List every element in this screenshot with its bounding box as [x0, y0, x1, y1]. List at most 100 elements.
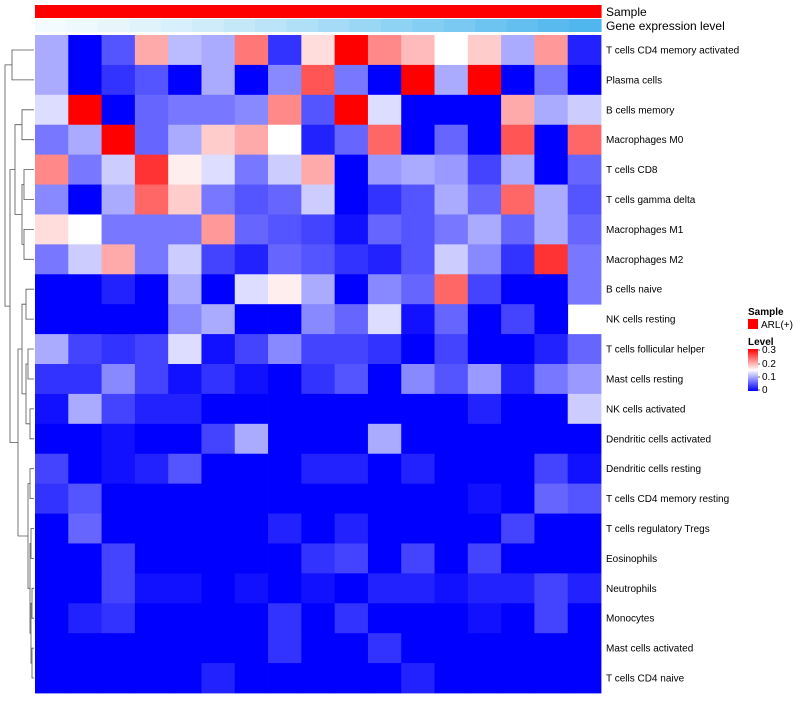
heatmap-cell	[501, 364, 535, 395]
heatmap-cell	[534, 154, 569, 185]
heatmap-cell	[567, 214, 602, 245]
heatmap-cell	[367, 573, 402, 604]
row-labels: T cells CD4 memory activated Plasma cells…	[606, 45, 739, 684]
dendrogram-branch	[31, 647, 34, 679]
heatmap-cell	[168, 513, 202, 544]
heatmap-cell	[101, 274, 136, 305]
heatmap-cell	[501, 184, 535, 215]
heatmap-cell	[534, 214, 569, 245]
heatmap-cell	[501, 244, 535, 275]
legend-level-tick-label: 0.2	[762, 359, 776, 370]
annotation-cell	[412, 19, 445, 32]
annotation-cell	[192, 19, 225, 32]
heatmap-cell	[68, 214, 102, 245]
heatmap-cell	[334, 364, 369, 395]
heatmap-cell	[567, 393, 602, 425]
row-label: T cells CD4 memory resting	[606, 494, 729, 505]
annotation-cell	[129, 5, 162, 18]
annotation-cell	[538, 5, 571, 18]
heatmap-cell	[467, 393, 502, 425]
heatmap-cell	[268, 124, 302, 156]
heatmap-cell	[301, 274, 336, 305]
heatmap-cell	[234, 64, 269, 96]
heatmap-cell	[434, 274, 469, 305]
heatmap-cell	[35, 274, 69, 305]
heatmap-cell	[234, 364, 269, 395]
heatmap-cell	[567, 663, 602, 694]
heatmap-cell	[567, 184, 602, 215]
legend-level-tick-label: 0.3	[762, 345, 776, 356]
heatmap-cell	[401, 154, 435, 185]
heatmap-cell	[68, 154, 102, 185]
heatmap-cell	[501, 304, 535, 335]
heatmap-cell	[168, 633, 202, 664]
annotation-tracks	[35, 5, 602, 32]
heatmap-cell	[268, 214, 302, 245]
heatmap-cell	[201, 304, 236, 335]
annotation-cell	[35, 19, 68, 32]
heatmap-cell	[201, 603, 236, 634]
heatmap-cell	[134, 124, 169, 156]
heatmap-cell	[301, 423, 336, 455]
heatmap-cell	[234, 603, 269, 634]
heatmap-cell	[301, 603, 336, 634]
heatmap-cell	[334, 633, 369, 664]
heatmap-cell	[35, 364, 69, 395]
heatmap-cell	[168, 35, 202, 66]
heatmap-cell	[68, 274, 102, 305]
heatmap-cell	[534, 543, 569, 574]
heatmap-cell	[101, 124, 136, 156]
heatmap-cell	[501, 154, 535, 185]
heatmap-cell	[334, 154, 369, 185]
heatmap-cell	[35, 513, 69, 544]
legend-level-title: Level	[748, 337, 774, 348]
heatmap-cell	[334, 64, 369, 96]
heatmap-cell	[567, 274, 602, 305]
heatmap-cell	[268, 453, 302, 485]
heatmap-cell	[134, 94, 169, 126]
heatmap-cell	[334, 274, 369, 305]
heatmap-cell	[301, 334, 336, 365]
heatmap-cell	[101, 633, 136, 664]
heatmap-cell	[434, 393, 469, 425]
heatmap-cell	[268, 573, 302, 604]
heatmap-cell	[134, 393, 169, 425]
heatmap-cell	[35, 35, 69, 66]
heatmap-cell	[268, 663, 302, 694]
annotation-track-label: Sample	[606, 5, 647, 19]
row-label: Mast cells resting	[606, 374, 683, 385]
heatmap-cell	[301, 154, 336, 185]
annotation-cell	[443, 19, 476, 32]
heatmap-cell	[134, 154, 169, 185]
heatmap-cell	[401, 64, 435, 96]
row-label: T cells regulatory Tregs	[606, 524, 710, 535]
row-label: Neutrophils	[606, 584, 657, 595]
heatmap-cell	[68, 573, 102, 604]
heatmap-cell	[367, 64, 402, 96]
heatmap-cell	[201, 94, 236, 126]
annotation-cell	[223, 19, 256, 32]
heatmap-cell	[501, 64, 535, 96]
heatmap-cell	[134, 274, 169, 305]
heatmap-cell	[134, 603, 169, 634]
heatmap-cell	[234, 483, 269, 514]
heatmap-cell	[367, 543, 402, 574]
heatmap-cell	[501, 543, 535, 574]
heatmap-cell	[134, 304, 169, 335]
heatmap-cell	[467, 274, 502, 305]
heatmap-cell	[501, 453, 535, 485]
heatmap-cell	[68, 124, 102, 156]
heatmap-cell	[68, 184, 102, 215]
dendrogram-branch	[9, 169, 18, 443]
heatmap-cell	[101, 423, 136, 455]
heatmap-cell	[268, 423, 302, 455]
heatmap-cell	[367, 633, 402, 664]
heatmap-cell	[101, 364, 136, 395]
heatmap-cell	[35, 334, 69, 365]
heatmap-cell	[301, 304, 336, 335]
heatmap-cell	[401, 483, 435, 514]
heatmap-cell	[201, 483, 236, 514]
annotation-cell	[380, 5, 413, 18]
heatmap-cell	[101, 35, 136, 66]
heatmap-cell	[534, 453, 569, 485]
